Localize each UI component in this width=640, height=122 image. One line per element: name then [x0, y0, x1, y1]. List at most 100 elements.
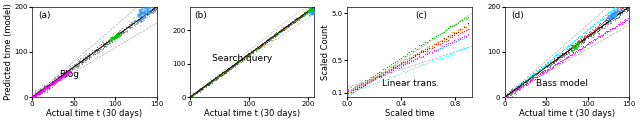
- Point: [380, 68, 390, 70]
- Point: [216, 73, 226, 75]
- Point: [570, 42, 580, 44]
- Point: [245, 53, 255, 55]
- Point: [595, 19, 605, 21]
- Point: [424, 47, 435, 49]
- Point: [516, 84, 527, 86]
- Point: [47, 86, 57, 88]
- Point: [443, 35, 453, 37]
- Point: [548, 61, 559, 62]
- Point: [426, 52, 436, 54]
- Point: [300, 12, 310, 14]
- Point: [138, 15, 148, 17]
- Point: [124, 27, 134, 29]
- Point: [595, 18, 605, 20]
- Point: [243, 55, 253, 57]
- Point: [141, 9, 152, 11]
- Point: [424, 61, 435, 63]
- Point: [532, 72, 543, 74]
- Point: [588, 39, 598, 41]
- Point: [307, 12, 317, 14]
- Point: [98, 47, 108, 49]
- Point: [307, 7, 317, 9]
- Point: [276, 30, 287, 32]
- Point: [438, 38, 449, 40]
- Point: [521, 82, 531, 84]
- Point: [506, 94, 516, 96]
- Point: [257, 42, 268, 44]
- Point: [272, 34, 282, 36]
- Point: [600, 19, 610, 21]
- Point: [587, 36, 597, 38]
- Point: [573, 43, 584, 45]
- Point: [360, 83, 370, 85]
- Point: [194, 90, 204, 92]
- Point: [187, 95, 197, 97]
- Point: [618, 21, 628, 23]
- Point: [255, 45, 265, 47]
- Point: [204, 83, 214, 85]
- Point: [29, 90, 40, 92]
- Point: [141, 2, 152, 4]
- Point: [260, 41, 271, 42]
- Point: [602, 13, 612, 15]
- Point: [219, 72, 229, 74]
- Point: [506, 91, 516, 92]
- Point: [566, 43, 576, 45]
- Point: [362, 81, 372, 83]
- Point: [134, 18, 144, 20]
- Point: [125, 27, 135, 29]
- Point: [246, 51, 257, 52]
- Point: [148, 6, 159, 8]
- Point: [548, 62, 558, 64]
- Point: [534, 75, 544, 77]
- Point: [519, 81, 529, 83]
- Point: [396, 65, 406, 67]
- Point: [70, 65, 81, 67]
- Point: [609, 16, 620, 18]
- Point: [294, 17, 304, 19]
- Point: [237, 58, 248, 60]
- Point: [247, 51, 257, 53]
- Point: [247, 51, 257, 52]
- Point: [297, 13, 307, 15]
- Point: [279, 29, 289, 31]
- Point: [577, 41, 588, 43]
- Point: [532, 70, 542, 72]
- Point: [392, 67, 402, 69]
- Point: [455, 37, 465, 39]
- Point: [47, 86, 58, 88]
- Point: [408, 50, 419, 52]
- Point: [542, 66, 552, 68]
- Point: [228, 64, 239, 66]
- Point: [244, 54, 254, 56]
- Point: [106, 40, 116, 42]
- Point: [221, 69, 232, 71]
- Point: [530, 78, 540, 80]
- Point: [426, 47, 436, 49]
- Point: [260, 41, 271, 43]
- Point: [213, 77, 223, 79]
- Point: [461, 26, 471, 28]
- Point: [53, 76, 63, 78]
- Point: [39, 87, 49, 89]
- Point: [140, 15, 150, 17]
- Point: [579, 36, 589, 38]
- Point: [394, 66, 404, 68]
- Point: [269, 36, 280, 38]
- Point: [35, 92, 45, 94]
- Point: [282, 25, 292, 27]
- Point: [518, 80, 528, 82]
- Point: [221, 70, 231, 71]
- Point: [560, 58, 570, 60]
- Point: [149, 9, 159, 11]
- Point: [400, 71, 410, 73]
- Point: [195, 90, 205, 92]
- Point: [559, 48, 569, 50]
- Point: [65, 70, 75, 71]
- Point: [553, 56, 563, 58]
- Point: [261, 40, 271, 42]
- Point: [188, 94, 198, 96]
- Point: [236, 58, 246, 60]
- Point: [276, 30, 286, 32]
- Point: [201, 84, 211, 86]
